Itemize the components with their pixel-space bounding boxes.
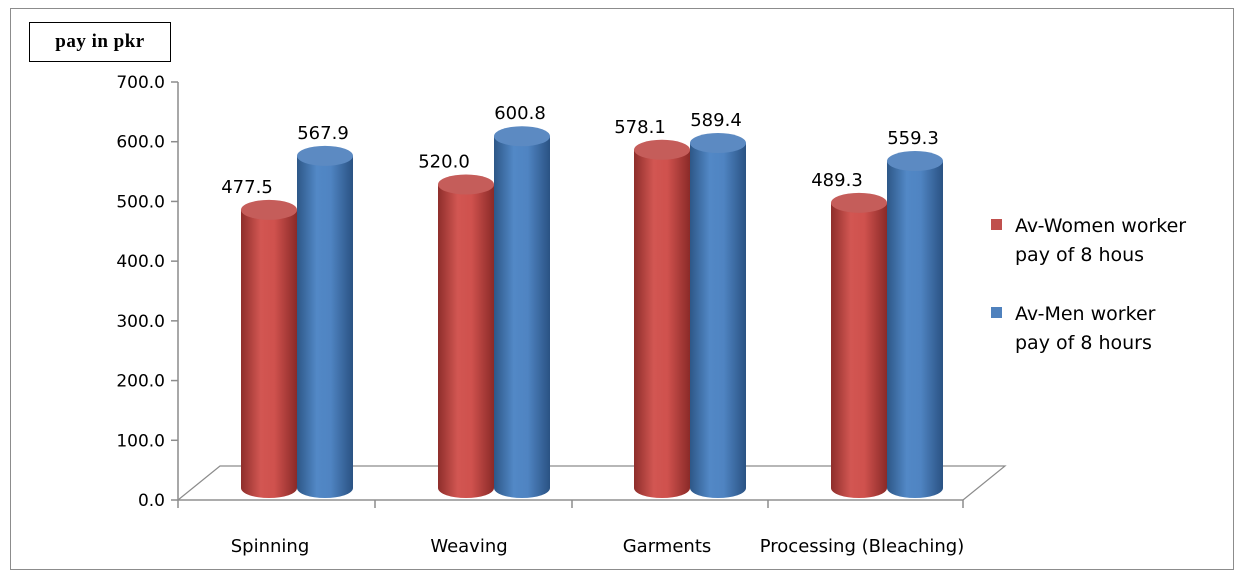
bar-body xyxy=(887,161,943,498)
data-label: 589.4 xyxy=(690,110,742,131)
bar xyxy=(690,133,746,498)
bar-top xyxy=(241,199,297,220)
data-labels: 477.5 567.9 520.0 600.8 578.1 589.4 489.3 559.3 xyxy=(221,103,939,198)
y-tick-label: 200.0 xyxy=(116,372,165,392)
legend-label: Av-Men worker xyxy=(1015,303,1156,325)
legend-swatch xyxy=(991,307,1002,318)
bar-top xyxy=(634,139,690,160)
bar-top-highlight xyxy=(438,174,494,195)
bar-body xyxy=(494,136,550,498)
y-tick-label: 300.0 xyxy=(116,312,165,332)
bar-top-highlight xyxy=(887,151,943,172)
legend-label: pay of 8 hous xyxy=(1015,244,1144,266)
x-tick-label: Weaving xyxy=(430,536,507,557)
data-label: 559.3 xyxy=(887,128,939,149)
bar xyxy=(241,199,297,498)
bar-body xyxy=(831,202,887,498)
bar-top xyxy=(690,133,746,154)
bar-top xyxy=(494,126,550,147)
data-label: 477.5 xyxy=(221,177,273,198)
y-tick-label: 100.0 xyxy=(116,431,165,451)
y-tick-label: 600.0 xyxy=(116,133,165,153)
x-tick-label: Processing (Bleaching) xyxy=(760,536,964,557)
bar xyxy=(494,126,550,498)
x-tick-label: Spinning xyxy=(231,536,310,557)
bar-top xyxy=(831,192,887,213)
bar xyxy=(887,151,943,498)
bar xyxy=(634,139,690,498)
data-label: 489.3 xyxy=(811,170,863,191)
bar-top-highlight xyxy=(831,192,887,213)
data-label: 578.1 xyxy=(614,117,666,138)
bar-body xyxy=(297,155,353,498)
x-tick-label: Garments xyxy=(623,536,712,557)
bar xyxy=(438,174,494,498)
legend-label: Av-Women worker xyxy=(1015,215,1186,237)
bar-body xyxy=(690,143,746,498)
data-label: 520.0 xyxy=(418,151,470,172)
legend-label: pay of 8 hours xyxy=(1015,332,1152,354)
bar xyxy=(831,192,887,498)
bar xyxy=(297,145,353,498)
data-label: 567.9 xyxy=(297,123,349,144)
data-label: 600.8 xyxy=(494,103,546,124)
bar-top-highlight xyxy=(690,133,746,154)
bar-top xyxy=(297,145,353,166)
bar-top-highlight xyxy=(494,126,550,147)
legend: Av-Women worker pay of 8 hous Av-Men worke… xyxy=(991,215,1186,354)
bar-top xyxy=(438,174,494,195)
legend-swatch xyxy=(991,219,1002,230)
bar-top-highlight xyxy=(634,139,690,160)
bar-top-highlight xyxy=(297,145,353,166)
axes: 0.0 100.0 200.0 300.0 400.0 500.0 600.0 700.0 Sp… xyxy=(116,73,964,557)
bars xyxy=(241,126,943,498)
y-tick-label: 500.0 xyxy=(116,192,165,212)
bar-top-highlight xyxy=(241,199,297,220)
bar-body xyxy=(438,184,494,498)
bar-body xyxy=(241,209,297,498)
bar-top xyxy=(887,151,943,172)
y-axis-label: pay in pkr xyxy=(29,22,171,62)
bar-body xyxy=(634,149,690,498)
y-tick-label: 400.0 xyxy=(116,252,165,272)
y-tick-label: 700.0 xyxy=(116,73,165,93)
y-tick-label: 0.0 xyxy=(138,491,165,511)
